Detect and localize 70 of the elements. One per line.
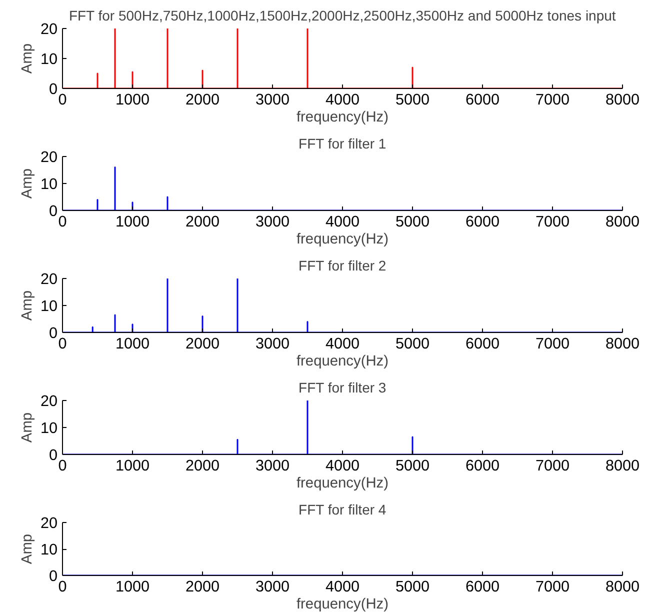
x-tick-label: 5000 <box>395 92 430 108</box>
x-tick-label: 3000 <box>255 578 290 596</box>
y-axis-title: Amp <box>19 43 36 74</box>
x-axis-title: frequency(Hz) <box>296 110 389 126</box>
x-tick-label: 4000 <box>325 214 360 230</box>
y-tick-label: 0 <box>48 325 58 342</box>
x-tick-label: 6000 <box>465 336 500 352</box>
x-tick-label: 4000 <box>325 458 360 474</box>
x-tick-label: 7000 <box>535 458 570 474</box>
y-tick-label: 10 <box>40 176 58 193</box>
x-tick-label: 7000 <box>535 578 570 596</box>
x-tick-label: 6000 <box>465 578 500 596</box>
x-tick-label: 3000 <box>255 336 290 352</box>
x-tick-label: 8000 <box>605 458 640 474</box>
x-tick-label: 2000 <box>185 336 220 352</box>
x-axis-title: frequency(Hz) <box>296 476 389 492</box>
x-tick-label: 3000 <box>255 92 290 108</box>
y-tick-label: 0 <box>48 81 58 98</box>
y-tick-label: 0 <box>48 568 58 585</box>
y-tick-label: 10 <box>40 420 58 437</box>
x-tick-label: 4000 <box>325 92 360 108</box>
y-tick-label: 0 <box>48 447 58 464</box>
y-tick-label: 10 <box>40 298 58 315</box>
x-tick-label: 1000 <box>115 336 150 352</box>
x-axis-title: frequency(Hz) <box>296 596 389 612</box>
x-tick-label: 2000 <box>185 214 220 230</box>
x-tick-label: 1000 <box>115 92 150 108</box>
x-tick-label: 5000 <box>395 214 430 230</box>
x-tick-label: 1000 <box>115 458 150 474</box>
x-tick-label: 5000 <box>395 578 430 596</box>
chart-title: FFT for 500Hz,750Hz,1000Hz,1500Hz,2000Hz,2500Hz,3500Hz and 5000Hz tones input <box>68 8 616 24</box>
chart-title: FFT for filter 1 <box>298 136 386 152</box>
x-tick-label: 4000 <box>325 336 360 352</box>
x-tick-label: 4000 <box>325 578 360 596</box>
y-tick-label: 20 <box>40 149 58 166</box>
x-tick-label: 2000 <box>185 578 220 596</box>
x-tick-label: 7000 <box>535 92 570 108</box>
x-axis-title: frequency(Hz) <box>296 354 389 370</box>
y-axis-title: Amp <box>19 412 36 443</box>
x-tick-label: 5000 <box>395 336 430 352</box>
chart-title: FFT for filter 2 <box>298 258 386 274</box>
x-tick-label: 8000 <box>605 214 640 230</box>
y-axis-title: Amp <box>19 168 36 199</box>
y-axis-title: Amp <box>19 290 36 321</box>
x-tick-label: 1000 <box>115 578 150 596</box>
x-tick-label: 8000 <box>605 336 640 352</box>
y-tick-label: 20 <box>40 271 58 288</box>
x-tick-label: 8000 <box>605 578 640 596</box>
x-tick-label: 2000 <box>185 458 220 474</box>
y-tick-label: 10 <box>40 51 58 68</box>
y-tick-label: 20 <box>40 393 58 410</box>
x-tick-label: 2000 <box>185 92 220 108</box>
x-tick-label: 6000 <box>465 458 500 474</box>
x-tick-label: 7000 <box>535 336 570 352</box>
x-axis-title: frequency(Hz) <box>296 232 389 248</box>
x-tick-label: 1000 <box>115 214 150 230</box>
x-tick-label: 7000 <box>535 214 570 230</box>
y-tick-label: 20 <box>40 21 58 38</box>
x-tick-label: 8000 <box>605 92 640 108</box>
y-tick-label: 20 <box>40 515 58 532</box>
y-axis-title: Amp <box>19 534 36 564</box>
chart-title: FFT for filter 3 <box>298 380 386 396</box>
x-tick-label: 5000 <box>395 458 430 474</box>
x-tick-label: 6000 <box>465 214 500 230</box>
chart-title: FFT for filter 4 <box>298 502 386 518</box>
x-tick-label: 3000 <box>255 458 290 474</box>
x-tick-label: 3000 <box>255 214 290 230</box>
y-tick-label: 0 <box>48 203 58 220</box>
x-tick-label: 6000 <box>465 92 500 108</box>
y-tick-label: 10 <box>40 542 58 558</box>
